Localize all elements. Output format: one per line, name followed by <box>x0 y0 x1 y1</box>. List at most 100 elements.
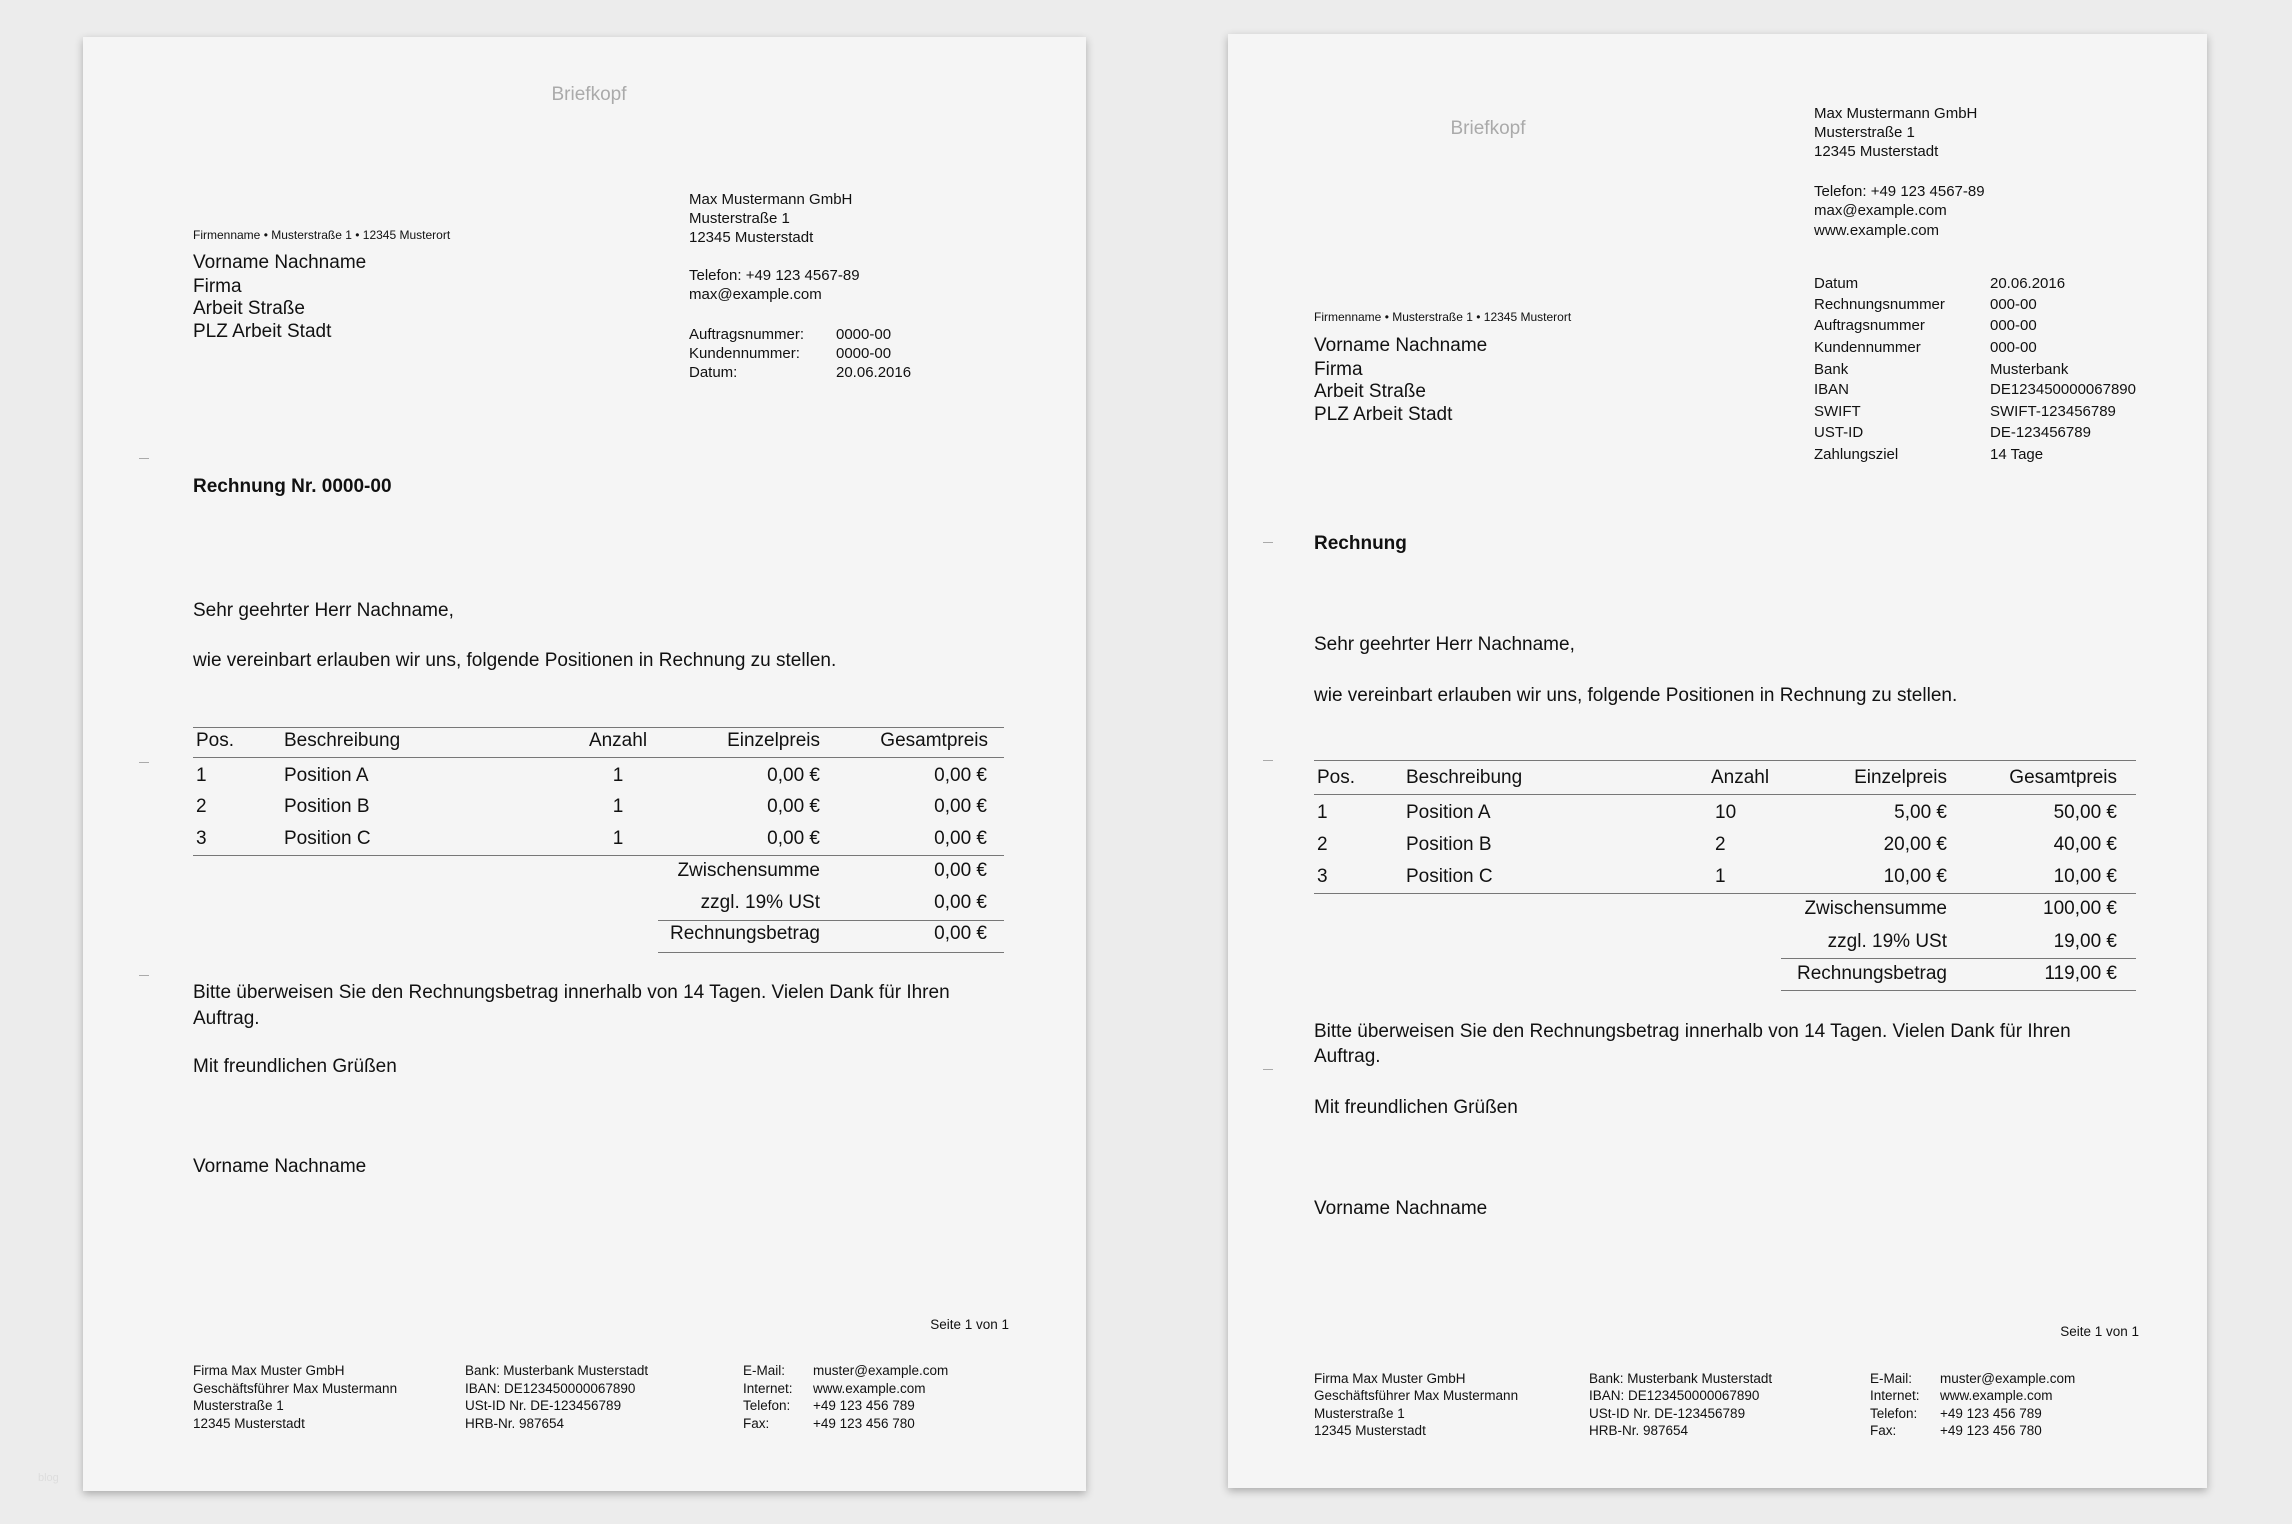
invoice-page-left: Briefkopf Firmenname • Musterstraße 1 • … <box>83 37 1086 1491</box>
fold-mark <box>139 458 149 459</box>
contact-line: Telefon: +49 123 4567-89 <box>689 267 860 284</box>
subtotal-label: Zwischensumme <box>1804 898 1947 919</box>
invoice-title: Rechnung Nr. 0000-00 <box>193 476 392 497</box>
cell-total-price: 0,00 € <box>934 765 987 786</box>
closing-text: Bitte überweisen Sie den Rechnungsbetrag… <box>1314 1021 2071 1042</box>
recipient-line: PLZ Arbeit Stadt <box>1314 404 1453 425</box>
cell-unit-price: 0,00 € <box>767 765 820 786</box>
footer-line: HRB-Nr. 987654 <box>1589 1423 1689 1438</box>
footer-value: www.example.com <box>1940 1388 2053 1403</box>
cell-total-price: 10,00 € <box>2053 866 2117 887</box>
cell-total-price: 0,00 € <box>934 796 987 817</box>
tax-value: 0,00 € <box>934 892 987 913</box>
cell-quantity: 1 <box>612 765 624 786</box>
cell-pos: 3 <box>1317 866 1328 887</box>
column-header-total-price: Gesamtpreis <box>880 730 988 751</box>
letterhead-placeholder: Briefkopf <box>551 84 627 105</box>
cell-unit-price: 5,00 € <box>1894 802 1947 823</box>
salutation: Sehr geehrter Herr Nachname, <box>193 600 454 621</box>
footer-label: E-Mail: <box>743 1363 786 1378</box>
footer-label: Telefon: <box>743 1398 791 1413</box>
info-value: 000-00 <box>1990 317 2037 334</box>
table-rule <box>1781 990 2136 991</box>
info-value: Musterbank <box>1990 361 2069 378</box>
column-header-unit-price: Einzelpreis <box>727 730 820 751</box>
recipient-line: Arbeit Straße <box>193 298 305 319</box>
info-label: Zahlungsziel <box>1814 446 1899 463</box>
footer-line: Bank: Musterbank Musterstadt <box>1589 1371 1773 1386</box>
total-label: Rechnungsbetrag <box>1797 963 1947 984</box>
tax-label: zzgl. 19% USt <box>700 892 820 913</box>
info-label: Kundennummer <box>1814 339 1921 356</box>
footer-value: muster@example.com <box>1940 1371 2076 1386</box>
company-line: Musterstraße 1 <box>1814 124 1915 141</box>
company-line: Max Mustermann GmbH <box>1814 105 1978 122</box>
info-value: DE123450000067890 <box>1990 381 2136 398</box>
cell-quantity: 10 <box>1715 802 1737 823</box>
cell-pos: 3 <box>196 828 207 849</box>
page-number: Seite 1 von 1 <box>2060 1324 2139 1339</box>
invoice-page-right: Briefkopf Max Mustermann GmbH Musterstra… <box>1228 34 2207 1488</box>
column-header-description: Beschreibung <box>1406 767 1523 788</box>
cell-quantity: 2 <box>1715 834 1726 855</box>
closing-text: Bitte überweisen Sie den Rechnungsbetrag… <box>193 982 950 1003</box>
footer-line: Bank: Musterbank Musterstadt <box>465 1363 649 1378</box>
fold-mark <box>1263 1069 1273 1070</box>
footer-line: USt-ID Nr. DE-123456789 <box>1589 1406 1746 1421</box>
info-value: 000-00 <box>1990 296 2037 313</box>
footer-label: Internet: <box>743 1381 793 1396</box>
info-label: Kundennummer: <box>689 345 800 362</box>
total-value: 119,00 € <box>2044 963 2117 984</box>
footer-line: 12345 Musterstadt <box>193 1416 305 1431</box>
footer-line: Geschäftsführer Max Mustermann <box>193 1381 398 1396</box>
recipient-line: Vorname Nachname <box>1314 335 1488 356</box>
cell-description: Position B <box>1406 834 1492 855</box>
fold-mark <box>1263 542 1273 543</box>
info-label: Auftragsnummer <box>1814 317 1925 334</box>
table-rule <box>193 855 1004 856</box>
cell-total-price: 0,00 € <box>934 828 987 849</box>
tax-value: 19,00 € <box>2053 931 2117 952</box>
footer-label: Fax: <box>1870 1423 1897 1438</box>
column-header-pos: Pos. <box>1317 767 1356 788</box>
footer-line: Firma Max Muster GmbH <box>193 1363 345 1378</box>
cell-total-price: 40,00 € <box>2053 834 2117 855</box>
info-label: Rechnungsnummer <box>1814 296 1945 313</box>
info-value: 000-00 <box>1990 339 2037 356</box>
signature-name: Vorname Nachname <box>1314 1198 1488 1219</box>
column-header-quantity: Anzahl <box>1711 767 1770 788</box>
closing-text: Auftrag. <box>193 1008 260 1029</box>
table-rule <box>1314 893 2136 894</box>
cell-quantity: 1 <box>612 828 624 849</box>
signature-name: Vorname Nachname <box>193 1156 367 1177</box>
cell-pos: 2 <box>196 796 207 817</box>
footer-value: +49 123 456 780 <box>1940 1423 2042 1438</box>
cell-pos: 2 <box>1317 834 1328 855</box>
footer-line: USt-ID Nr. DE-123456789 <box>465 1398 622 1413</box>
info-value: SWIFT-123456789 <box>1990 403 2116 420</box>
contact-line: max@example.com <box>689 286 822 303</box>
footer-value: +49 123 456 780 <box>813 1416 915 1431</box>
table-rule <box>193 757 1004 758</box>
column-header-description: Beschreibung <box>284 730 401 751</box>
cell-unit-price: 10,00 € <box>1883 866 1947 887</box>
cell-total-price: 50,00 € <box>2053 802 2117 823</box>
subtotal-value: 0,00 € <box>934 860 987 881</box>
footer-line: Musterstraße 1 <box>1314 1406 1405 1421</box>
punch-mark <box>1263 760 1273 761</box>
contact-line: max@example.com <box>1814 202 1947 219</box>
info-label: Datum: <box>689 364 738 381</box>
subtotal-label: Zwischensumme <box>677 860 820 881</box>
contact-line: Telefon: +49 123 4567-89 <box>1814 183 1985 200</box>
column-header-quantity: Anzahl <box>588 730 648 751</box>
contact-line: www.example.com <box>1814 222 1940 239</box>
footer-line: Musterstraße 1 <box>193 1398 284 1413</box>
closing-text: Auftrag. <box>1314 1046 1381 1067</box>
watermark: blog <box>38 1472 59 1484</box>
footer-line: IBAN: DE123450000067890 <box>465 1381 636 1396</box>
cell-quantity: 1 <box>612 796 624 817</box>
company-line: 12345 Musterstadt <box>689 229 814 246</box>
recipient-line: PLZ Arbeit Stadt <box>193 321 332 342</box>
table-rule <box>1314 794 2136 795</box>
cell-pos: 1 <box>196 765 207 786</box>
